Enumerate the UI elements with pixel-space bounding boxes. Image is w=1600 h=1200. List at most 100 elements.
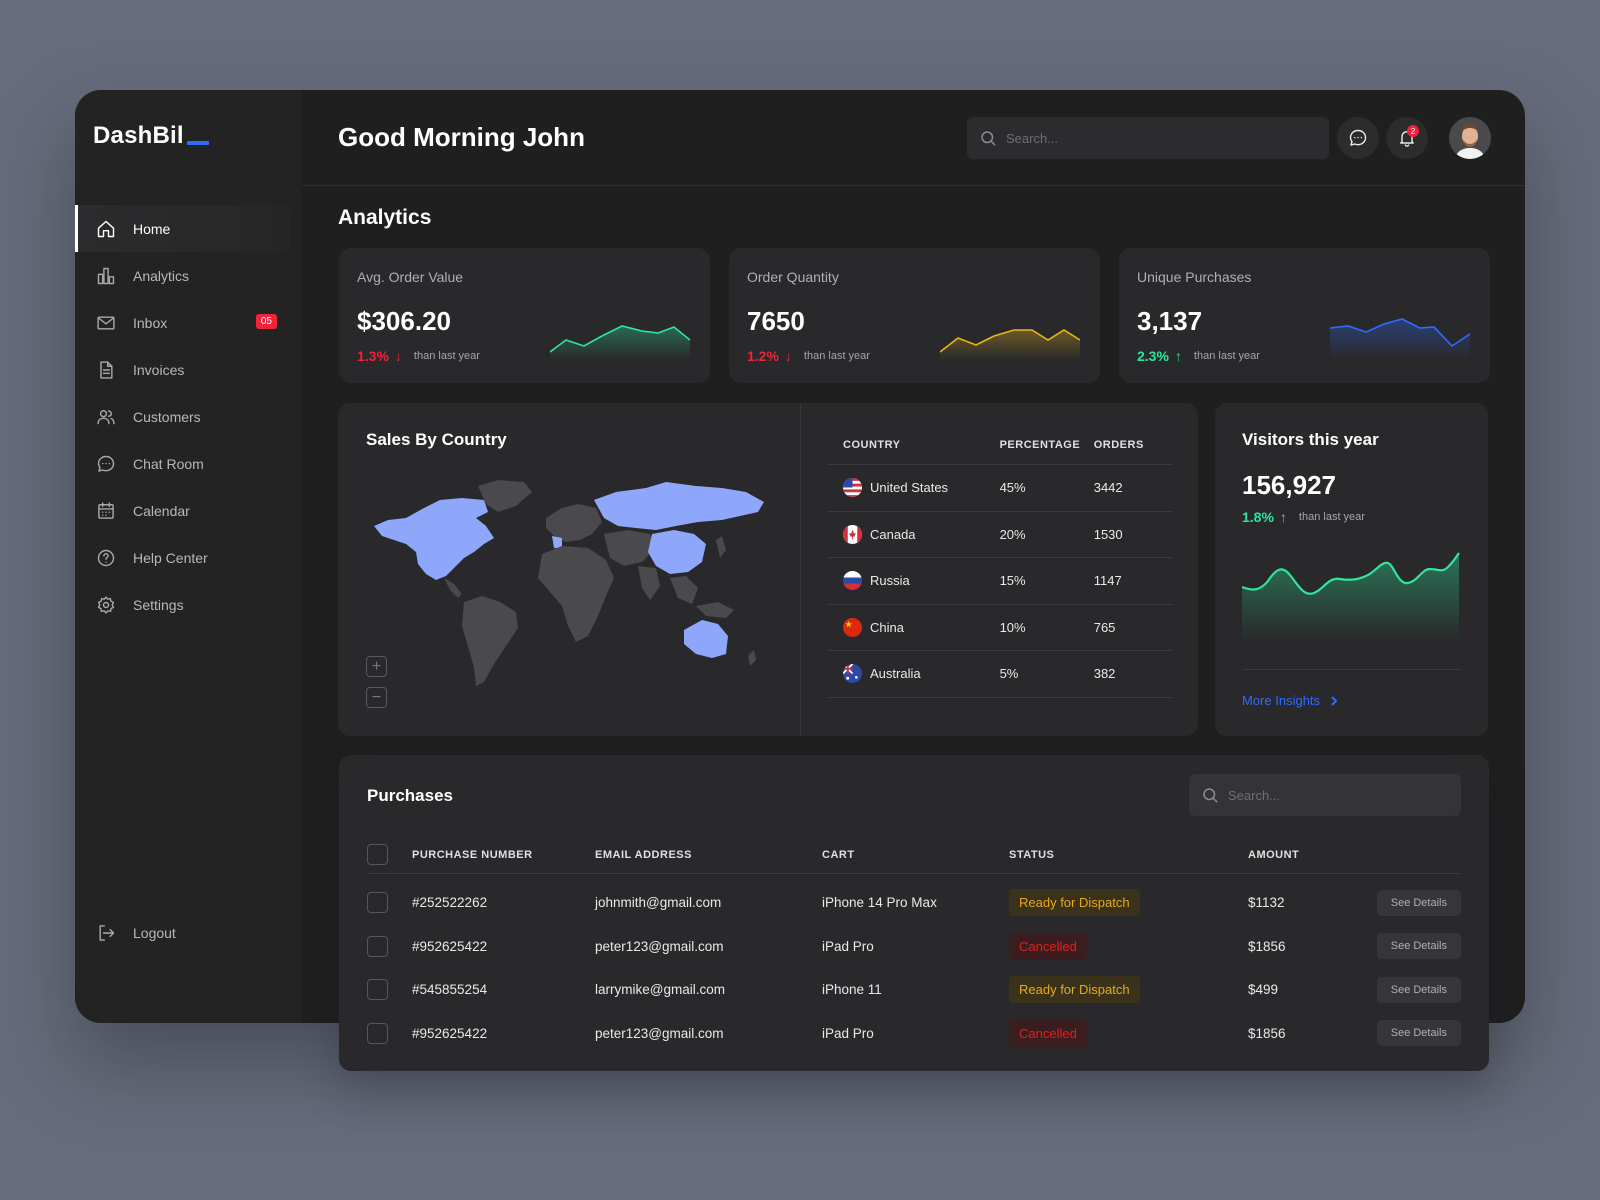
kpi-change: 1.2% ↓ than last year bbox=[747, 348, 870, 364]
column-header-cart: CART bbox=[822, 848, 855, 861]
cart-item: iPad Pro bbox=[822, 938, 874, 954]
country-name: Canada bbox=[870, 526, 916, 542]
sidebar-item-invoices[interactable]: Invoices bbox=[75, 346, 302, 393]
card-title: Sales By Country bbox=[366, 430, 507, 449]
kpi-note: than last year bbox=[803, 350, 870, 362]
more-insights-link[interactable]: More Insights bbox=[1242, 693, 1340, 708]
country-orders: 1530 bbox=[1093, 526, 1123, 542]
table-row[interactable]: Russia 15% 1147 bbox=[828, 558, 1173, 605]
email-address: larrymike@gmail.com bbox=[595, 982, 725, 998]
card-title: Purchases bbox=[367, 786, 453, 805]
email-address: peter123@gmail.com bbox=[595, 1025, 724, 1041]
country-percentage: 10% bbox=[999, 619, 1026, 635]
table-row[interactable]: Australia 5% 382 bbox=[828, 651, 1173, 698]
table-row[interactable]: Canada 20% 1530 bbox=[828, 512, 1173, 558]
sidebar-item-label: Customers bbox=[133, 408, 201, 425]
purchase-number: #952625422 bbox=[412, 1025, 488, 1041]
country-orders: 382 bbox=[1093, 666, 1116, 682]
table-row: #545855254 larrymike@gmail.com iPhone 11… bbox=[367, 968, 1461, 1012]
avatar[interactable] bbox=[1449, 117, 1491, 159]
kpi-change-percent: 1.2% bbox=[747, 348, 779, 364]
russia-flag-icon bbox=[843, 571, 862, 591]
notification-count: 2 bbox=[1407, 125, 1419, 137]
visitors-card: Visitors this year 156,927 1.8% ↑ than l… bbox=[1215, 403, 1488, 736]
email-address: peter123@gmail.com bbox=[595, 938, 724, 954]
table-row[interactable]: China 10% 765 bbox=[828, 605, 1173, 651]
zoom-in-button[interactable]: + bbox=[366, 656, 387, 677]
chevron-right-icon bbox=[1331, 695, 1338, 706]
search-input[interactable] bbox=[1228, 787, 1448, 803]
country-table: COUNTRY PERCENTAGE ORDERS United States … bbox=[828, 425, 1173, 698]
row-checkbox[interactable] bbox=[367, 979, 388, 1001]
amount: $1132 bbox=[1248, 895, 1285, 911]
inbox-count-badge: 05 bbox=[255, 314, 277, 329]
kpi-note: than last year bbox=[1193, 350, 1260, 362]
row-checkbox[interactable] bbox=[367, 892, 388, 914]
table-row: #952625422 peter123@gmail.com iPad Pro C… bbox=[367, 925, 1461, 969]
chat-icon bbox=[95, 453, 117, 475]
row-checkbox[interactable] bbox=[367, 1022, 388, 1044]
purchase-number: #252522262 bbox=[412, 895, 488, 911]
sidebar-item-settings[interactable]: Settings bbox=[75, 581, 302, 628]
zoom-out-button[interactable]: − bbox=[366, 687, 387, 708]
see-details-button[interactable]: See Details bbox=[1376, 889, 1461, 916]
purchases-card: Purchases PURCHASE NUMBER EMAIL ADDRESS … bbox=[339, 755, 1489, 1071]
kpi-label: Avg. Order Value bbox=[357, 269, 464, 285]
purchases-table: PURCHASE NUMBER EMAIL ADDRESS CART STATU… bbox=[367, 836, 1461, 1055]
sidebar-item-analytics[interactable]: Analytics bbox=[75, 252, 302, 299]
arrow-up-icon: ↑ bbox=[1174, 348, 1182, 364]
select-all-checkbox[interactable] bbox=[367, 844, 388, 865]
sidebar-item-calendar[interactable]: Calendar bbox=[75, 487, 302, 534]
sidebar-item-label: Chat Room bbox=[133, 455, 204, 472]
calendar-icon bbox=[95, 500, 117, 522]
card-divider bbox=[800, 403, 801, 736]
sidebar-item-chat-room[interactable]: Chat Room bbox=[75, 440, 302, 487]
sidebar-item-label: Help Center bbox=[133, 549, 208, 566]
header-search[interactable] bbox=[967, 117, 1329, 159]
world-map[interactable] bbox=[366, 478, 776, 698]
users-icon bbox=[95, 406, 117, 428]
table-header: PURCHASE NUMBER EMAIL ADDRESS CART STATU… bbox=[367, 836, 1461, 874]
sidebar-item-customers[interactable]: Customers bbox=[75, 393, 302, 440]
kpi-card-unique-purchases: Unique Purchases 3,137 2.3% ↑ than last … bbox=[1119, 248, 1490, 383]
see-details-button[interactable]: See Details bbox=[1376, 933, 1461, 960]
arrow-up-icon: ↑ bbox=[1279, 509, 1287, 525]
cart-item: iPad Pro bbox=[822, 1025, 874, 1041]
column-header-email: EMAIL ADDRESS bbox=[595, 848, 692, 861]
mail-icon bbox=[95, 312, 117, 334]
user-avatar-icon bbox=[1449, 117, 1491, 159]
messages-button[interactable] bbox=[1337, 117, 1379, 159]
bar-chart-icon bbox=[95, 265, 117, 287]
status-badge: Ready for Dispatch bbox=[1009, 889, 1140, 917]
logout-button[interactable]: Logout bbox=[75, 909, 302, 956]
see-details-button[interactable]: See Details bbox=[1376, 976, 1461, 1003]
australia-flag-icon bbox=[843, 664, 862, 684]
table-row[interactable]: United States 45% 3442 bbox=[828, 465, 1173, 512]
app-logo[interactable]: DashBil bbox=[93, 122, 209, 150]
see-details-button[interactable]: See Details bbox=[1376, 1020, 1461, 1047]
sidebar-item-home[interactable]: Home bbox=[75, 205, 290, 252]
table-row: #952625422 peter123@gmail.com iPad Pro C… bbox=[367, 1012, 1461, 1056]
country-name: United States bbox=[870, 480, 949, 496]
visitors-line-chart bbox=[1242, 552, 1460, 641]
notifications-button[interactable]: 2 bbox=[1386, 117, 1428, 159]
sidebar-item-label: Inbox bbox=[133, 314, 168, 331]
kpi-note: than last year bbox=[413, 350, 480, 362]
table-header: COUNTRY PERCENTAGE ORDERS bbox=[828, 425, 1173, 465]
country-percentage: 15% bbox=[999, 573, 1026, 589]
country-percentage: 20% bbox=[999, 526, 1026, 542]
sidebar-item-inbox[interactable]: Inbox 05 bbox=[75, 299, 302, 346]
row-checkbox[interactable] bbox=[367, 935, 388, 957]
document-icon bbox=[95, 359, 117, 381]
kpi-value: 3,137 bbox=[1137, 306, 1203, 336]
arrow-down-icon: ↓ bbox=[394, 348, 402, 364]
sidebar-nav: Home Analytics Inbox 05 Invoices Custome… bbox=[75, 205, 302, 628]
country-name: Russia bbox=[870, 573, 910, 589]
kpi-label: Order Quantity bbox=[747, 269, 839, 285]
table-row: #252522262 johnmith@gmail.com iPhone 14 … bbox=[367, 881, 1461, 925]
country-orders: 765 bbox=[1093, 619, 1116, 635]
country-orders: 1147 bbox=[1093, 573, 1122, 589]
sidebar-item-help-center[interactable]: Help Center bbox=[75, 534, 302, 581]
search-input[interactable] bbox=[1006, 130, 1306, 146]
purchases-search[interactable] bbox=[1189, 774, 1461, 816]
